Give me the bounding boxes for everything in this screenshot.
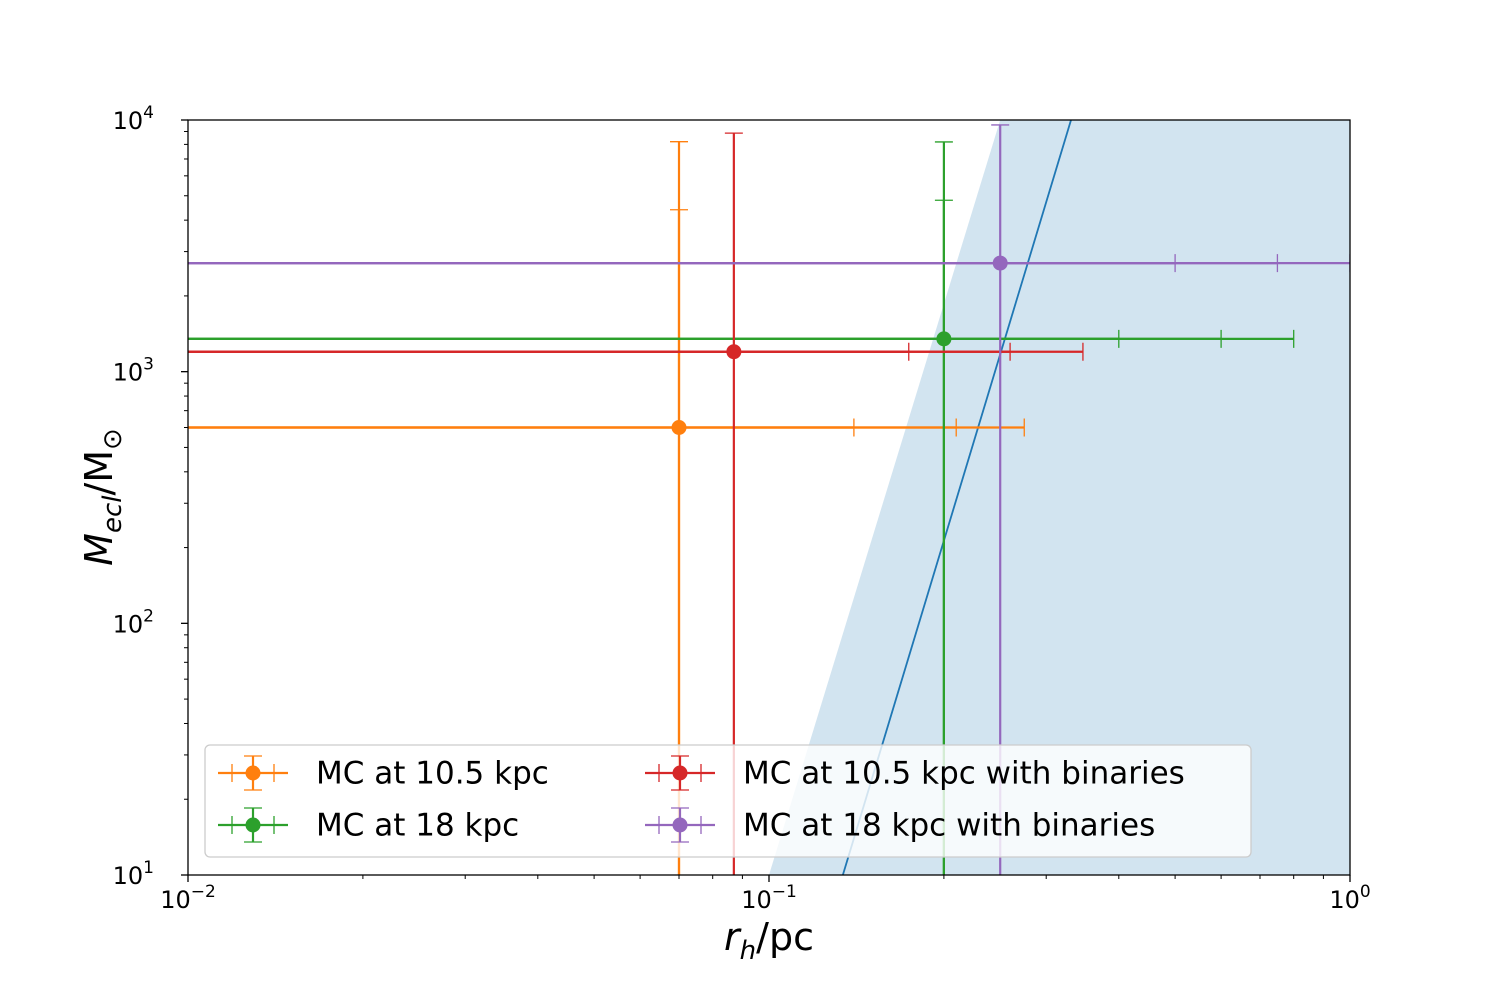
y-tick-label: 103 <box>113 355 154 387</box>
legend: MC at 10.5 kpc MC at 18 kpc MC at 10.5 kpc… <box>204 744 1252 858</box>
y-tick-base: 10 <box>113 862 144 890</box>
y-tick-base: 10 <box>113 107 144 135</box>
x-error-bar <box>188 254 1350 273</box>
legend-handle <box>645 755 715 791</box>
x-tick-exponent: −1 <box>772 882 797 902</box>
x-tick-base: 10 <box>741 886 772 914</box>
legend-label: MC at 10.5 kpc <box>316 756 549 792</box>
shaded-region <box>769 120 1350 875</box>
x-tick-label: 100 <box>1329 882 1370 914</box>
x-label-symbol: r <box>724 915 742 959</box>
x-label-unit: /pc <box>756 915 814 959</box>
data-point <box>726 344 742 360</box>
x-error-bar <box>188 418 1025 437</box>
y-tick-exponent: 4 <box>143 103 154 123</box>
y-axis-label: Mecl/M⊙ <box>77 428 128 566</box>
y-tick-exponent: 3 <box>143 355 154 375</box>
data-point <box>936 331 952 347</box>
legend-box <box>204 744 1252 858</box>
legend-handle <box>218 807 288 843</box>
x-tick-label: 10−1 <box>741 882 797 914</box>
legend-label: MC at 10.5 kpc with binaries <box>743 756 1185 792</box>
y-label-subscript: ecl <box>98 495 128 533</box>
y-label-unit-subscript: ⊙ <box>98 428 128 450</box>
x-label-subscript: h <box>740 936 756 966</box>
y-tick-label: 102 <box>113 606 154 638</box>
plot-area <box>188 120 1350 875</box>
y-tick-base: 10 <box>113 359 144 387</box>
y-tick-exponent: 2 <box>143 606 154 626</box>
legend-marker <box>245 817 261 833</box>
y-tick-label: 104 <box>113 103 154 135</box>
x-error-bar <box>188 329 1295 348</box>
legend-marker <box>245 765 261 781</box>
y-label-symbol: M <box>77 533 121 566</box>
legend-handle <box>645 807 715 843</box>
y-label-unit: /M <box>77 450 121 496</box>
legend-marker <box>672 765 688 781</box>
x-error-bar <box>188 342 1084 361</box>
data-point <box>671 419 687 435</box>
x-tick-exponent: −2 <box>191 882 216 902</box>
x-tick-label: 10−2 <box>160 882 216 914</box>
y-tick-label: 101 <box>113 858 154 890</box>
legend-handle <box>218 755 288 791</box>
legend-marker <box>672 817 688 833</box>
legend-label: MC at 18 kpc <box>316 808 519 844</box>
y-tick-exponent: 1 <box>143 858 154 878</box>
x-tick-base: 10 <box>160 886 191 914</box>
y-tick-base: 10 <box>113 610 144 638</box>
x-tick-base: 10 <box>1329 886 1360 914</box>
x-tick-exponent: 0 <box>1360 882 1371 902</box>
data-point <box>992 255 1008 271</box>
legend-label: MC at 18 kpc with binaries <box>743 808 1155 844</box>
x-axis-label: rh/pc <box>724 915 814 966</box>
